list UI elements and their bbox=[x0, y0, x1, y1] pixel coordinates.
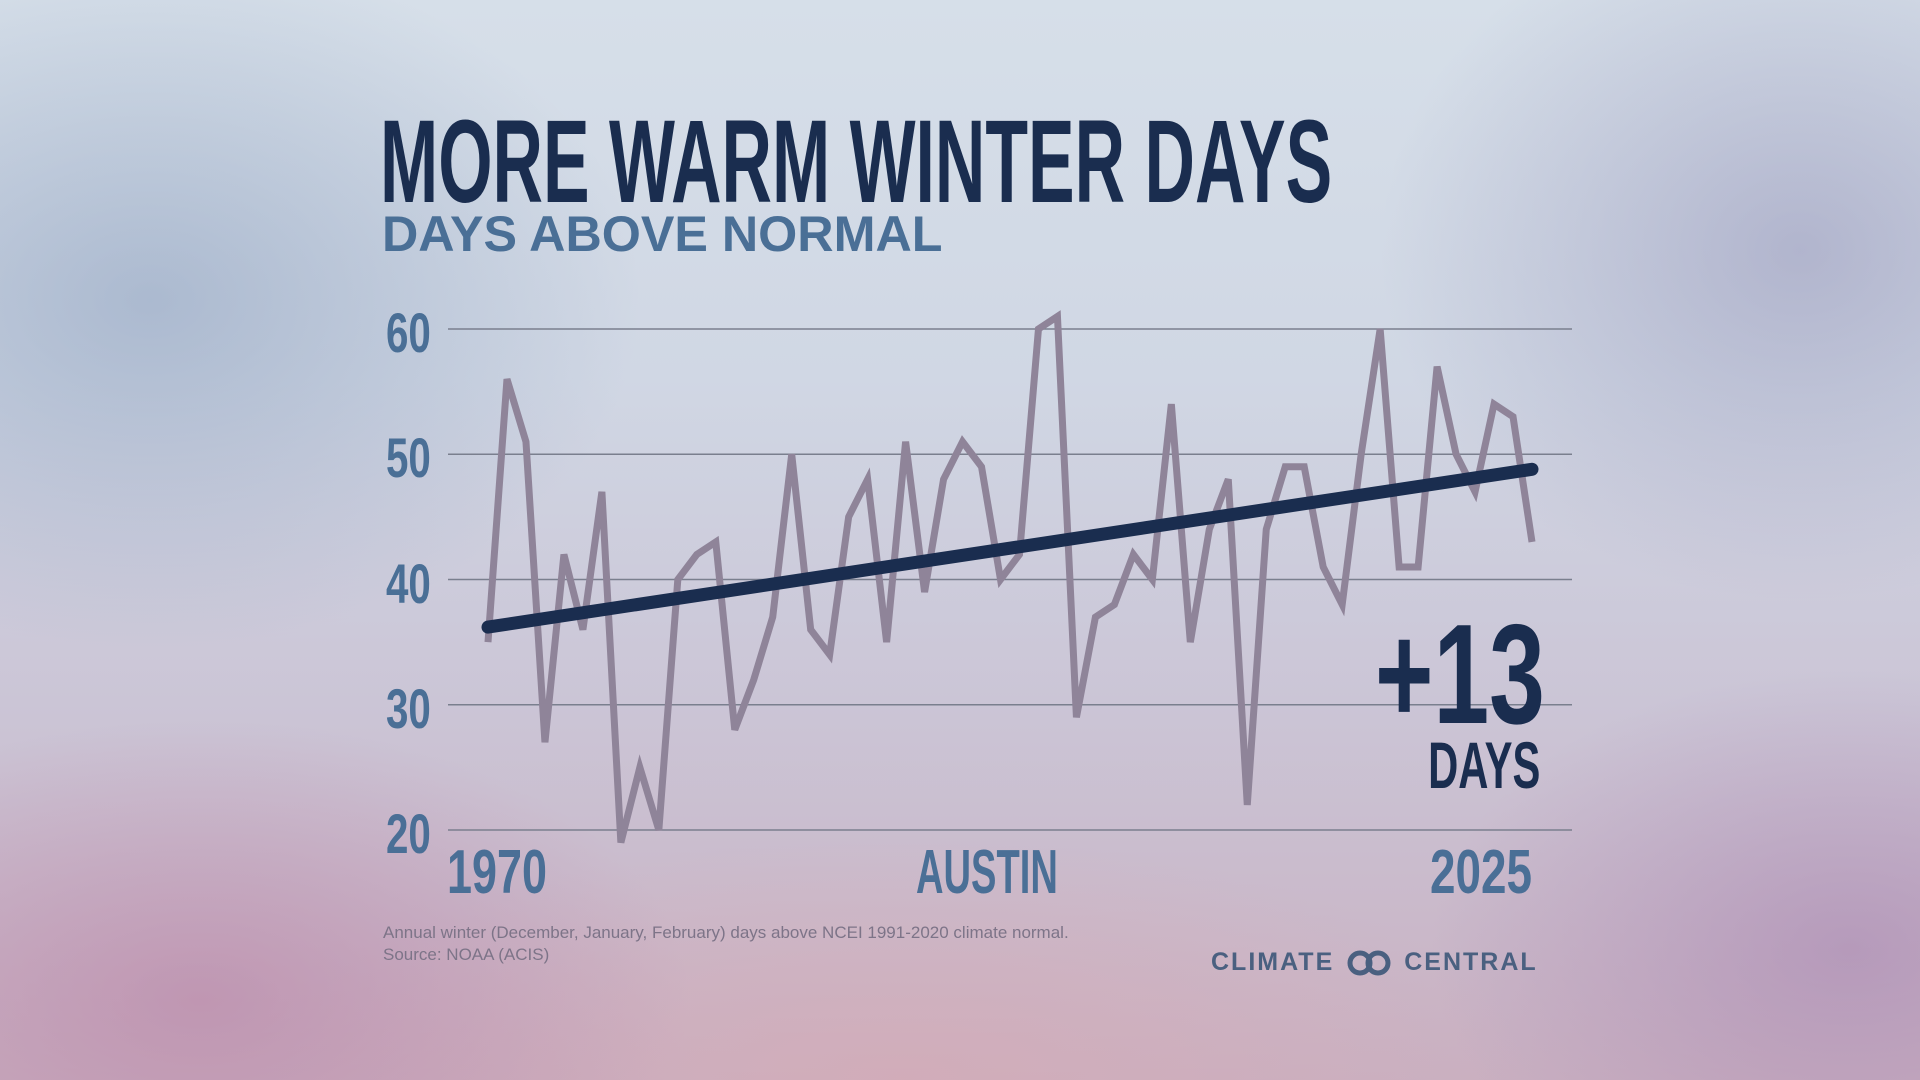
footnote-description: Annual winter (December, January, Februa… bbox=[383, 923, 1069, 942]
y-tick-label-50: 50 bbox=[386, 426, 431, 490]
page-subtitle: DAYS ABOVE NORMAL bbox=[382, 206, 943, 262]
y-tick-label-20: 20 bbox=[386, 802, 431, 865]
y-tick-label-30: 30 bbox=[386, 676, 431, 740]
gridlines bbox=[448, 328, 1572, 831]
series-line-days-above-normal bbox=[484, 310, 1536, 844]
footnote-source: Source: NOAA (ACIS) bbox=[383, 945, 550, 964]
trend-line bbox=[481, 462, 1539, 634]
infinity-rings-icon bbox=[1347, 950, 1391, 975]
y-tick-label-60: 60 bbox=[386, 301, 431, 364]
footnote: Annual winter (December, January, Februa… bbox=[383, 922, 1069, 966]
page-title: MORE WARM WINTER DAYS bbox=[380, 96, 1333, 228]
y-tick-label-40: 40 bbox=[386, 551, 431, 615]
data-points bbox=[487, 316, 1533, 843]
x-label-end: 2025 bbox=[1430, 838, 1532, 907]
change-unit: DAYS bbox=[1427, 728, 1540, 802]
change-value: +13 bbox=[1375, 595, 1545, 754]
x-label-start: 1970 bbox=[447, 838, 547, 907]
logo-text-left: CLIMATE bbox=[1211, 948, 1335, 976]
logo-text-right: CENTRAL bbox=[1404, 948, 1538, 976]
location-label: AUSTIN bbox=[916, 838, 1058, 907]
climate-central-logo: CLIMATE CENTRAL bbox=[1211, 948, 1538, 977]
